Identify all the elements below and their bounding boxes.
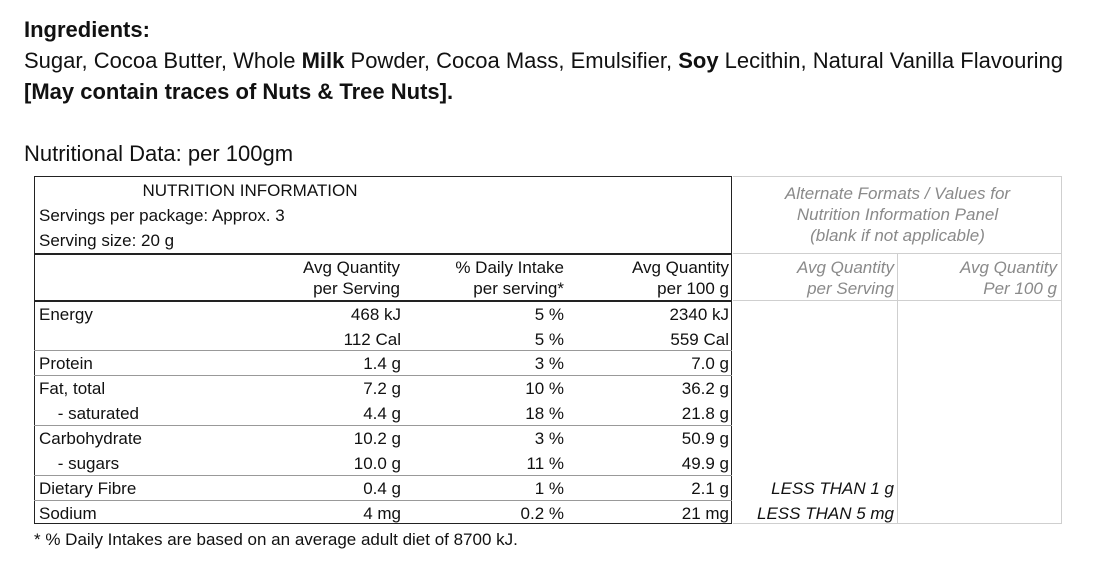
nutrient-name: Sodium [39, 504, 97, 523]
alt-panel-border [733, 176, 1062, 177]
col-header-avg-serving: per Serving [313, 279, 400, 298]
nutritional-data-title: Nutritional Data: per 100gm [24, 141, 294, 166]
nutrient-name: Fat, total [39, 379, 106, 398]
divider [34, 375, 732, 376]
per-serving-value: 10.0 g [353, 454, 401, 473]
divider [34, 475, 732, 476]
daily-intake-value: 5 % [534, 330, 564, 349]
daily-intake-value: 3 % [534, 354, 564, 373]
alt-col-header-100g: Avg Quantity [959, 258, 1057, 277]
per-serving-value: 468 kJ [350, 305, 401, 324]
ingredients-part: Sugar, Cocoa Butter, Whole [24, 48, 302, 73]
nutrient-name: - saturated [53, 404, 139, 423]
per-serving-value: 112 Cal [343, 330, 401, 349]
alt-panel-divider [897, 253, 898, 524]
alt-col-header-serving: per Serving [807, 279, 894, 298]
nutrient-name: Carbohydrate [39, 429, 143, 448]
footnote: * % Daily Intakes are based on an averag… [34, 530, 518, 549]
col-header-avg-100g: per 100 g [657, 279, 729, 298]
alt-panel-title: Alternate Formats / Values for [784, 184, 1011, 203]
divider [34, 425, 732, 426]
col-header-daily-intake: % Daily Intake [455, 258, 564, 277]
alt-panel-divider [733, 253, 1062, 254]
nutrient-name: Dietary Fibre [39, 479, 137, 498]
divider [34, 500, 732, 501]
daily-intake-value: 11 % [526, 454, 565, 473]
ingredients-block: Ingredients: Sugar, Cocoa Butter, Whole … [24, 14, 1084, 107]
alt-col-header-serving: Avg Quantity [796, 258, 894, 277]
alt-sodium-value: LESS THAN 5 mg [757, 504, 894, 523]
alt-col-header-100g: Per 100 g [983, 279, 1057, 298]
allergen-milk: Milk [301, 48, 345, 73]
daily-intake-value: 0.2 % [520, 504, 564, 523]
nutrient-name: Protein [39, 354, 93, 373]
per-serving-value: 1.4 g [363, 354, 401, 373]
per-100g-value: 50.9 g [681, 429, 729, 448]
per-100g-value: 7.0 g [691, 354, 729, 373]
per-100g-value: 2.1 g [691, 479, 729, 498]
per-serving-value: 0.4 g [363, 479, 401, 498]
per-100g-value: 2340 kJ [669, 305, 729, 324]
daily-intake-value: 3 % [534, 429, 564, 448]
per-100g-value: 559 Cal [670, 330, 729, 349]
per-serving-value: 4 mg [363, 504, 401, 523]
allergen-soy: Soy [678, 48, 719, 73]
divider [34, 300, 732, 302]
col-header-avg-serving: Avg Quantity [302, 258, 400, 277]
nutrient-name: Energy [39, 305, 93, 324]
ingredients-text: Sugar, Cocoa Butter, Whole Milk Powder, … [24, 45, 1084, 107]
alt-panel-divider [733, 300, 1062, 301]
per-100g-value: 36.2 g [681, 379, 729, 398]
daily-intake-value: 5 % [534, 305, 564, 324]
nutrient-name: - sugars [53, 454, 120, 473]
divider [34, 350, 732, 351]
daily-intake-value: 10 % [525, 379, 564, 398]
ingredients-part: Lecithin, Natural Vanilla Flavouring [718, 48, 1063, 73]
col-header-avg-100g: Avg Quantity [631, 258, 729, 277]
divider [34, 253, 732, 255]
ingredients-heading: Ingredients: [24, 17, 150, 42]
serving-size: Serving size: 20 g [39, 231, 175, 250]
per-serving-value: 4.4 g [363, 404, 401, 423]
alt-fibre-value: LESS THAN 1 g [771, 479, 894, 498]
per-serving-value: 10.2 g [353, 429, 401, 448]
col-header-daily-intake: per serving* [473, 279, 564, 298]
per-100g-value: 21.8 g [681, 404, 729, 423]
per-serving-value: 7.2 g [363, 379, 401, 398]
servings-per-package: Servings per package: Approx. 3 [39, 206, 285, 225]
alt-panel-title: (blank if not applicable) [810, 226, 985, 245]
alt-panel-title: Nutrition Information Panel [796, 205, 999, 224]
daily-intake-value: 1 % [534, 479, 564, 498]
allergen-warning: [May contain traces of Nuts & Tree Nuts]… [24, 79, 454, 104]
panel-title: NUTRITION INFORMATION [142, 181, 358, 200]
per-100g-value: 21 mg [681, 504, 729, 523]
ingredients-part: Powder, Cocoa Mass, Emulsifier, [344, 48, 679, 73]
alt-panel-border [1061, 176, 1062, 524]
daily-intake-value: 18 % [525, 404, 564, 423]
per-100g-value: 49.9 g [681, 454, 729, 473]
